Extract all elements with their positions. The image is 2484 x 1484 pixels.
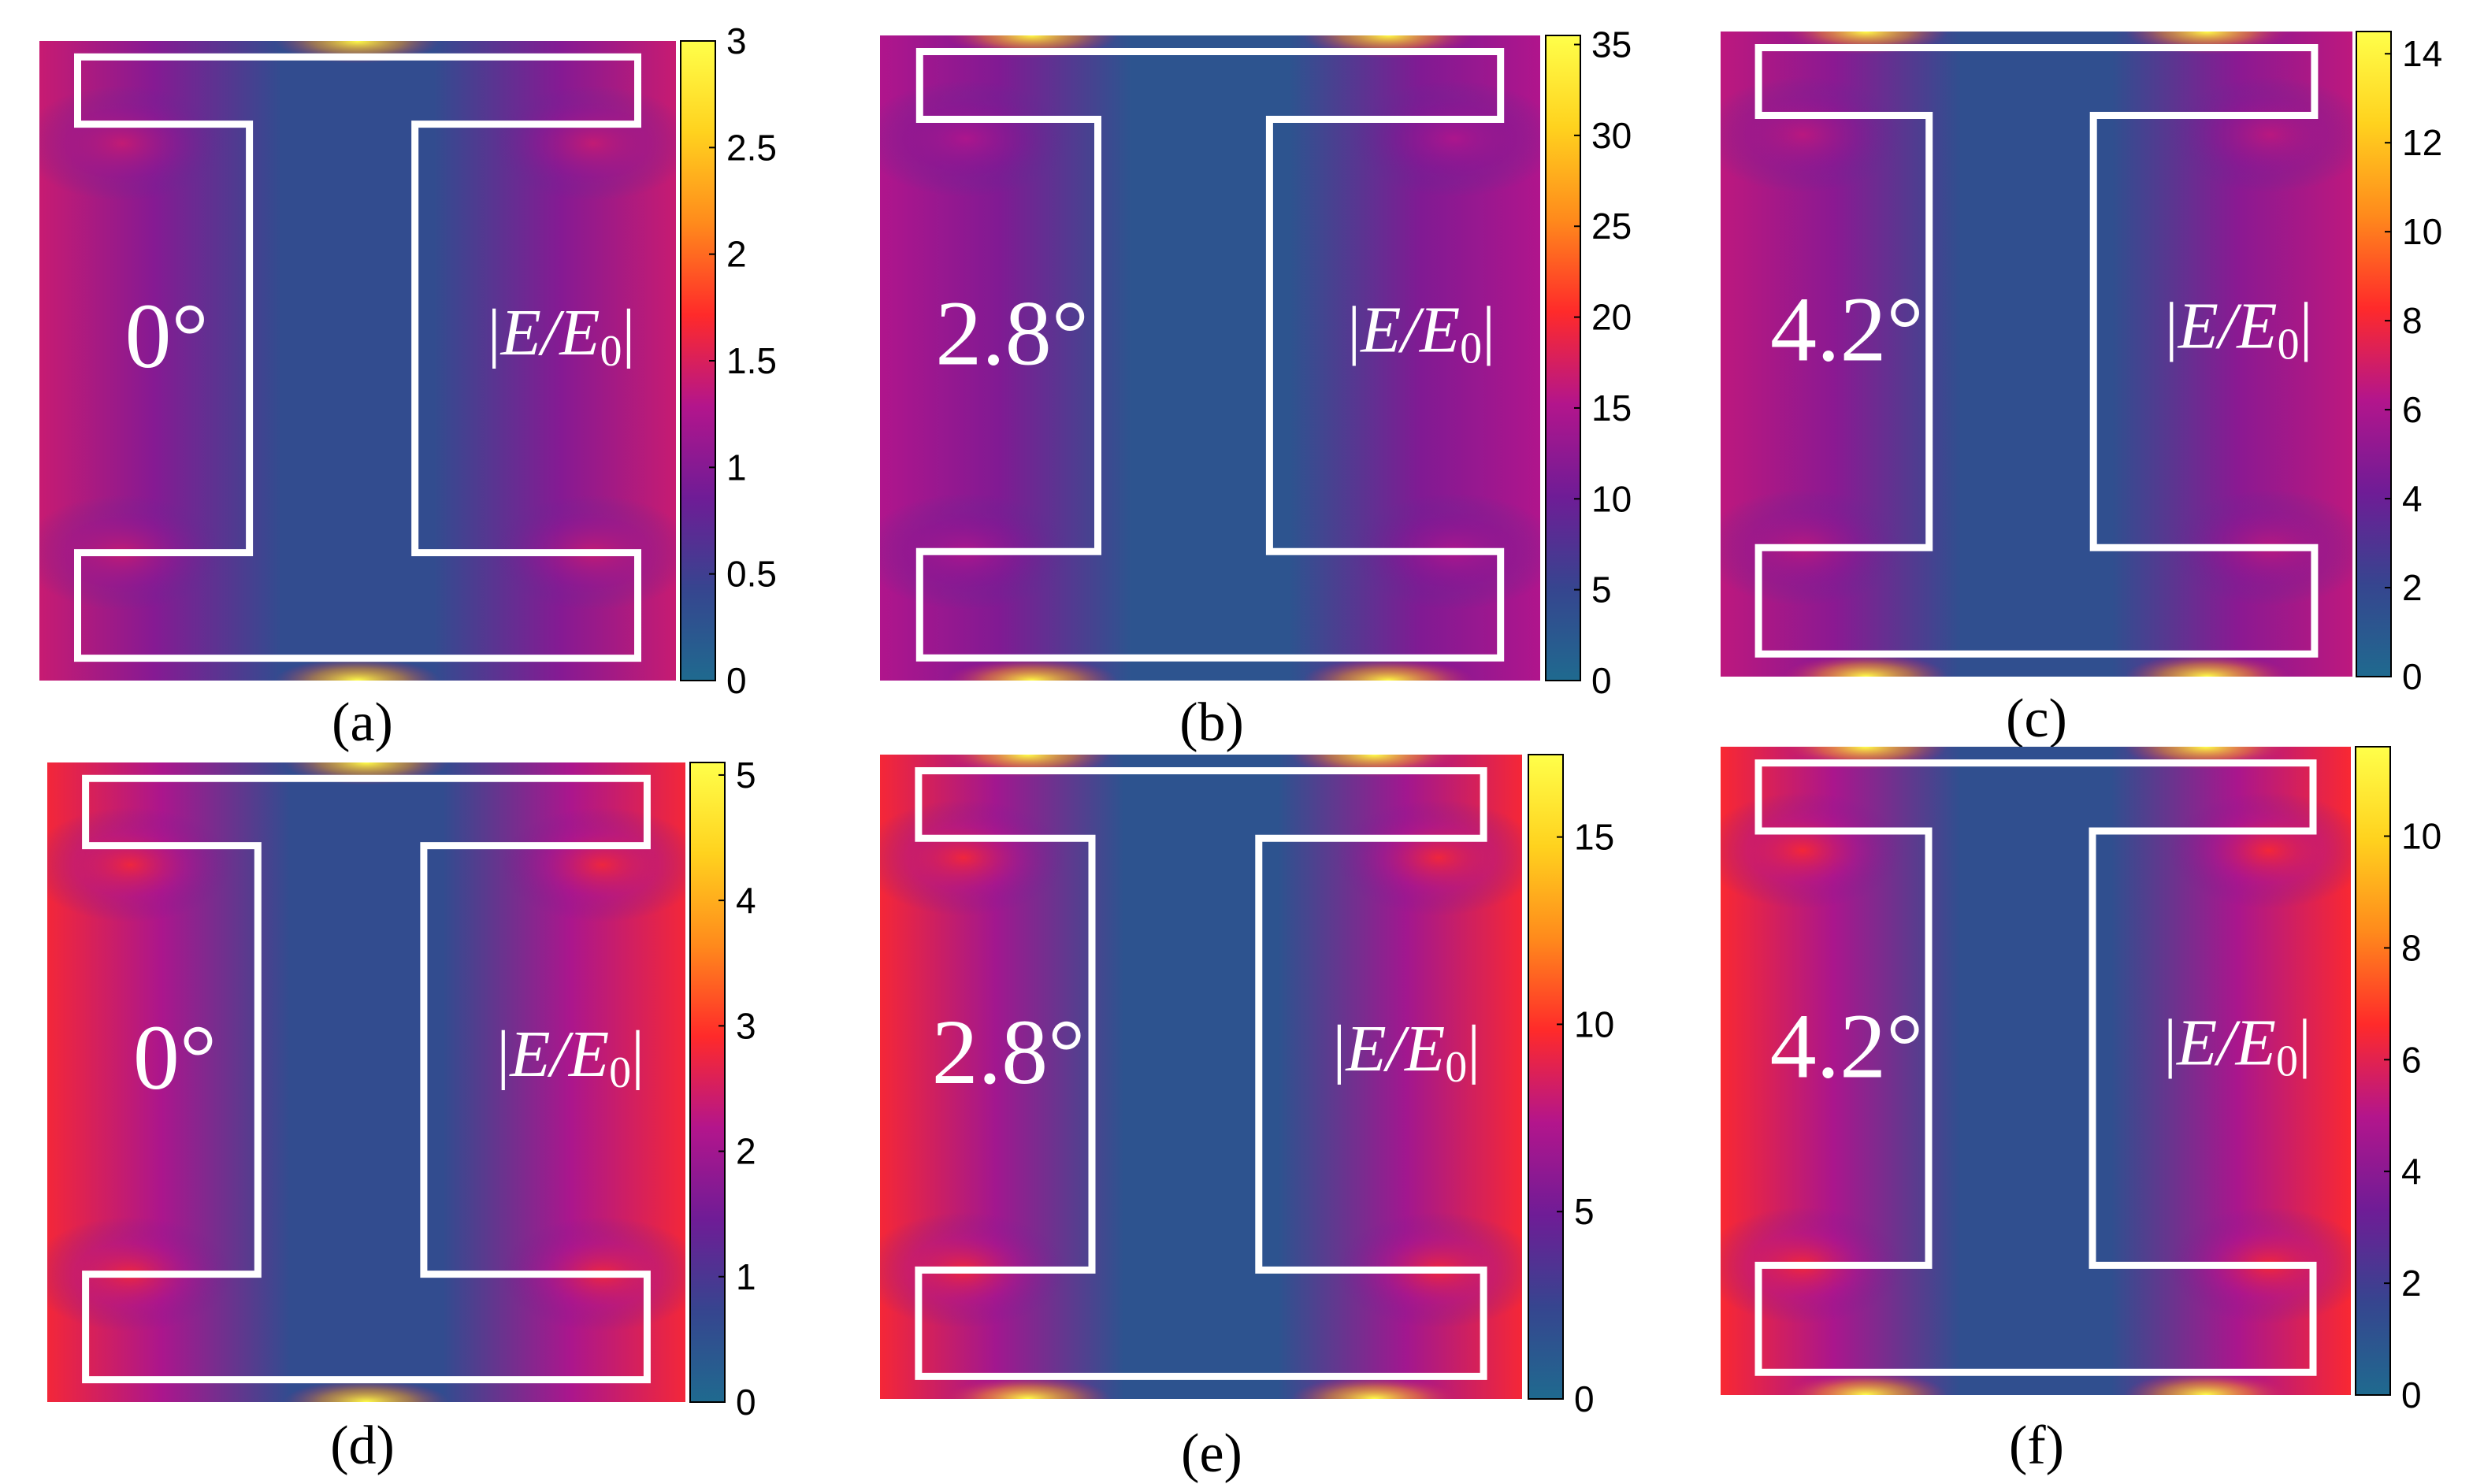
panel-label: (d)	[330, 1415, 395, 1476]
colorbar-tick-label: 0	[1574, 1378, 1595, 1419]
hotspot	[1784, 654, 1948, 677]
colorbar-tick-label: 3	[726, 20, 747, 61]
colorbar-tick-label: 0.5	[726, 554, 777, 595]
hotspot	[1784, 1372, 1947, 1395]
panel-e: 2.8° |E/E0| 0 5 10 15 (e)	[880, 754, 1614, 1484]
i-shape-outline	[915, 767, 1487, 1380]
colorbar-tick-label: 10	[1591, 478, 1632, 519]
colorbar	[1545, 35, 1581, 681]
corner-glow	[2169, 76, 2352, 193]
colorbar-tick-label: 35	[1591, 24, 1632, 65]
quantity-label: |E/E0|	[1347, 293, 1495, 373]
corner-glow	[880, 80, 1071, 197]
i-shape-outline	[82, 774, 651, 1384]
colorbar-tick-label: 1	[726, 447, 747, 488]
colorbar-tick-label: 8	[2402, 300, 2423, 341]
corner-glow	[500, 807, 685, 922]
colorbar-tick-label: 2	[736, 1131, 756, 1172]
panel-label: (a)	[332, 692, 393, 753]
i-shape-outline	[1754, 759, 2317, 1376]
angle-label: 4.2°	[1770, 995, 1924, 1098]
angle-label: 2.8°	[935, 282, 1089, 385]
quantity-label: |E/E0|	[2163, 1006, 2311, 1085]
i-shape-outline	[74, 53, 641, 662]
colorbar-tick-label: 10	[2402, 211, 2442, 252]
colorbar-tick-label: 25	[1591, 206, 1632, 247]
colorbar-tick-label: 10	[1574, 1004, 1614, 1044]
colorbar-tick-label: 30	[1591, 115, 1632, 156]
colorbar-tick-label: 20	[1591, 297, 1632, 338]
colorbar-tick-label: 4	[736, 880, 756, 921]
i-shape-outline	[915, 48, 1505, 662]
hotspot	[2125, 654, 2289, 677]
panel-d: 0° |E/E0| 0 1 2 3 4 5 (d)	[47, 755, 756, 1476]
corner-glow	[2168, 792, 2351, 909]
angle-label: 0°	[133, 1006, 217, 1109]
hotspot	[283, 1379, 450, 1402]
panel-c: 4.2° |E/E0| 0 2 4 6 8 10 12 14 (c)	[1721, 31, 2442, 749]
colorbar-tick-label: 15	[1591, 388, 1632, 429]
colorbar	[2355, 746, 2391, 1396]
colorbar-tick-label: 1.5	[726, 340, 777, 381]
corner-glow	[47, 807, 232, 922]
hotspot	[1302, 658, 1475, 681]
colorbar-tick-label: 4	[2402, 478, 2423, 519]
quantity-label: |E/E0|	[2165, 289, 2313, 369]
colorbar-tick-label: 2	[726, 234, 747, 275]
colorbar-tick-label: 3	[736, 1005, 756, 1046]
panel-a: 0° |E/E0| 0 0.5 1 1.5 2 2.5 3 (a)	[39, 20, 777, 753]
hotspot	[944, 1376, 1112, 1399]
colorbar-tick-label: 14	[2402, 33, 2442, 74]
i-shape-outline	[1754, 44, 2319, 658]
colorbar-tick-label: 4	[2401, 1151, 2422, 1192]
hotspot	[945, 658, 1118, 681]
colorbar-tick-label: 15	[1574, 817, 1614, 858]
colorbar-tick-label: 2	[2402, 567, 2423, 608]
colorbar-tick-label: 2.5	[726, 127, 777, 168]
colorbar-tick-label: 10	[2401, 816, 2441, 857]
angle-label: 2.8°	[932, 1000, 1086, 1104]
quantity-label: |E/E0|	[1332, 1012, 1480, 1092]
panel-label: (f)	[2009, 1415, 2064, 1476]
corner-glow	[1335, 800, 1522, 916]
colorbar-tick-label: 6	[2401, 1039, 2422, 1080]
corner-glow	[1721, 76, 1904, 193]
colorbar-tick-label: 0	[736, 1382, 756, 1423]
colorbar-tick-label: 5	[736, 755, 756, 796]
hotspot	[2124, 1372, 2288, 1395]
colorbar-tick-label: 12	[2402, 122, 2442, 163]
quantity-label: |E/E0|	[488, 296, 636, 376]
colorbar-tick-label: 0	[1591, 660, 1612, 701]
panel-label: (b)	[1179, 692, 1244, 753]
colorbar-tick-label: 2	[2401, 1263, 2422, 1304]
colorbar-tick-label: 6	[2402, 389, 2423, 430]
corner-glow	[880, 800, 1067, 916]
corner-glow	[1349, 80, 1540, 197]
angle-label: 4.2°	[1770, 278, 1924, 381]
colorbar-tick-label: 5	[1591, 569, 1612, 610]
colorbar	[1528, 754, 1564, 1400]
panel-b: 2.8° |E/E0| 0 5 10 15 20 25 30 35 (b)	[880, 24, 1632, 753]
corner-glow	[39, 85, 225, 201]
panel-label: (e)	[1181, 1423, 1242, 1484]
corner-glow	[491, 85, 676, 201]
hotspot	[1290, 1376, 1458, 1399]
colorbar-tick-label: 8	[2401, 927, 2422, 968]
colorbar-tick-label: 0	[726, 660, 747, 701]
colorbar-tick-label: 0	[2402, 656, 2423, 697]
colorbar	[2356, 31, 2392, 677]
colorbar	[689, 762, 726, 1403]
quantity-label: |E/E0|	[496, 1018, 644, 1097]
colorbar-tick-label: 1	[736, 1256, 756, 1297]
angle-label: 0°	[124, 284, 208, 388]
hotspot	[274, 658, 441, 681]
panel-f: 4.2° |E/E0| 0 2 4 6 8 10 (f)	[1721, 746, 2441, 1476]
colorbar-tick-label: 0	[2401, 1375, 2422, 1415]
corner-glow	[1721, 792, 1903, 909]
panel-label: (c)	[2006, 688, 2067, 749]
colorbar-tick-label: 5	[1574, 1191, 1595, 1232]
